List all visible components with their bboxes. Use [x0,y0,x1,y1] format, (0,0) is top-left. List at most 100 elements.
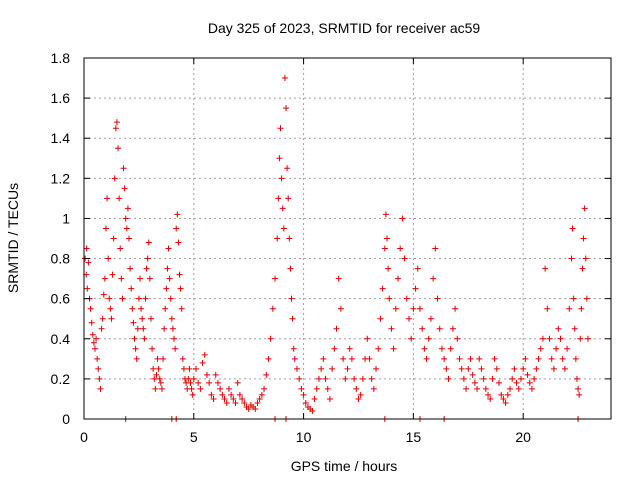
data-point [155,365,162,372]
data-point [548,355,555,362]
data-point [340,355,347,362]
data-point [414,265,421,272]
data-point [136,275,143,282]
data-point [482,385,489,392]
data-point [142,295,149,302]
data-point [89,331,96,338]
data-point [441,355,448,362]
data-point [573,375,580,382]
data-point [256,395,263,402]
data-point [160,355,167,362]
data-point [165,245,172,252]
data-point [131,335,138,342]
data-point [90,339,97,346]
data-point [223,399,230,406]
data-point [110,235,117,242]
data-point [280,225,287,232]
data-point [443,365,450,372]
data-point [135,295,142,302]
data-point [93,335,100,342]
data-point [261,385,268,392]
data-point [94,355,101,362]
x-tick-label: 5 [190,429,198,445]
data-point [564,345,571,352]
y-tick-label: 0.6 [51,291,71,307]
data-point [570,295,577,302]
data-point [405,315,412,322]
data-point [83,245,90,252]
data-point [291,355,298,362]
data-point [140,325,147,332]
data-point [320,355,327,362]
data-point [390,345,397,352]
data-point [447,345,454,352]
data-point [234,379,241,386]
data-point [427,315,434,322]
data-point [230,395,237,402]
data-point [195,379,202,386]
data-point [130,319,137,326]
data-point [471,379,478,386]
data-point [102,225,109,232]
data-point [381,245,388,252]
data-point [100,291,107,298]
data-point [166,275,173,282]
data-point [344,365,351,372]
plot-frame [83,57,612,420]
data-point [127,265,134,272]
data-point [421,345,428,352]
data-point [337,305,344,312]
data-point [175,239,182,246]
data-point [531,375,538,382]
data-point [290,345,297,352]
data-point [201,351,208,358]
y-tick-labels: 0 0.2 0.4 0.6 0.8 1 1.2 1.4 1.6 1.8 [51,50,71,427]
data-point [583,295,590,302]
y-tick-label: 0.2 [51,371,71,387]
data-point [576,391,583,398]
data-point [434,295,441,302]
data-point [445,375,452,382]
data-point [438,345,445,352]
data-point [379,285,386,292]
data-point [392,305,399,312]
data-point [384,235,391,242]
data-point [185,375,192,382]
data-point [449,325,456,332]
data-point [572,355,579,362]
data-point [169,325,176,332]
data-point [180,365,187,372]
data-point [355,395,362,402]
data-point [496,379,503,386]
data-point [478,365,485,372]
x-tick-labels: 0 5 10 15 20 [80,429,531,445]
data-point [452,305,459,312]
data-point [132,345,139,352]
data-point [104,195,111,202]
y-tick-label: 1.4 [51,130,71,146]
data-point [85,259,92,266]
chart-title: Day 325 of 2023, SRMTID for receiver ac5… [208,20,481,36]
data-point [173,225,180,232]
data-point [419,325,426,332]
data-point [144,255,151,262]
data-point [515,385,522,392]
x-tick-label: 20 [515,429,531,445]
data-point [357,391,364,398]
data-point [575,385,582,392]
data-point [557,335,564,342]
data-point [579,265,586,272]
data-point [476,355,483,362]
data-point [351,375,358,382]
data-point [513,379,520,386]
data-point [245,405,252,412]
y-tick-label: 0.4 [51,331,71,347]
data-point [95,365,102,372]
data-point [190,375,197,382]
data-point [401,255,408,262]
data-point [539,335,546,342]
x-tick-label: 0 [80,429,88,445]
data-point [289,315,296,322]
data-point [506,385,513,392]
data-point [133,355,140,362]
